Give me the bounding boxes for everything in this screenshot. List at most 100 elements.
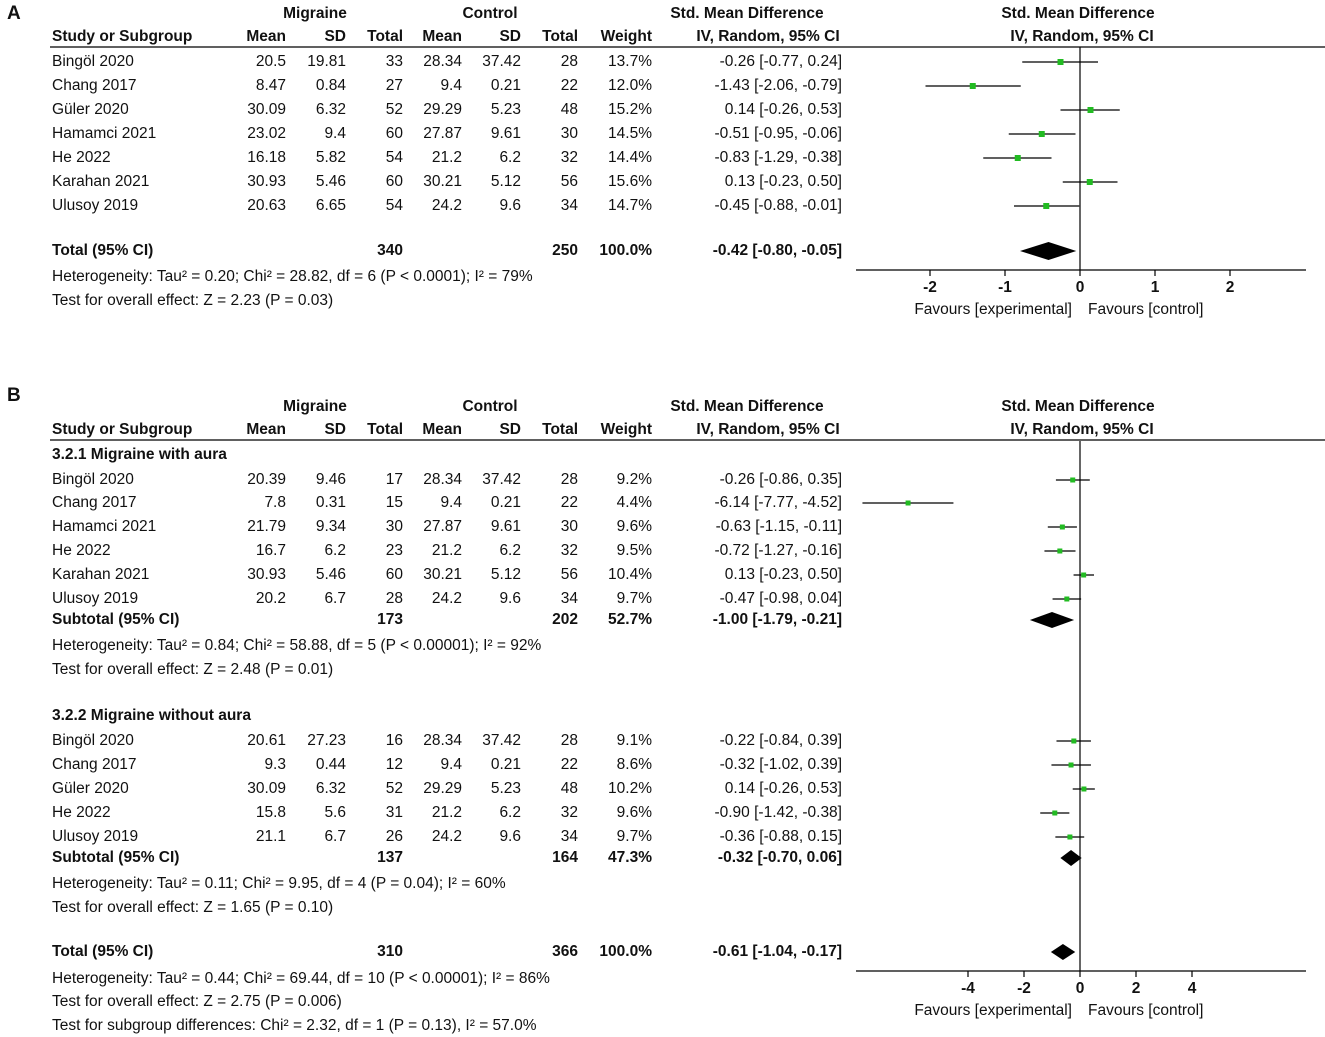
cell-mean-e: 15.8	[255, 804, 286, 821]
group-header-plot: Std. Mean Difference	[1001, 398, 1155, 415]
col-header-sd: SD	[499, 421, 521, 438]
cell-weight: 9.5%	[616, 542, 652, 559]
col-header-sd: SD	[324, 421, 346, 438]
col-header-plot-ci: IV, Random, 95% CI	[1010, 421, 1154, 438]
cell-total-e: 17	[385, 471, 403, 488]
x-axis-tick-label: -2	[923, 279, 937, 296]
study-name: Ulusoy 2019	[52, 197, 139, 214]
study-name: Hamamci 2021	[52, 125, 157, 142]
cell-total-c: 30	[560, 125, 578, 142]
cell-ci: 0.13 [-0.23, 0.50]	[724, 566, 842, 583]
group-header-plot: Std. Mean Difference	[1001, 5, 1155, 22]
x-axis-tick-label: 4	[1187, 980, 1197, 997]
overall-effect-text: Test for overall effect: Z = 2.23 (P = 0…	[52, 292, 334, 309]
point-estimate-marker	[1014, 155, 1021, 161]
cell-total-e: 28	[385, 590, 403, 607]
cell-sd-e: 0.31	[315, 494, 346, 511]
heterogeneity-text: Heterogeneity: Tau² = 0.84; Chi² = 58.88…	[52, 637, 542, 654]
cell-sd-c: 6.2	[499, 804, 521, 821]
cell-sd-c: 37.42	[482, 53, 521, 70]
cell-mean-e: 30.93	[247, 566, 286, 583]
cell-sd-e: 5.46	[315, 566, 346, 583]
favours-experimental-label: Favours [experimental]	[914, 301, 1072, 318]
cell-weight: 9.6%	[616, 518, 652, 535]
cell-total-c: 28	[560, 471, 578, 488]
cell-weight: 9.7%	[616, 590, 652, 607]
col-header-mean: Mean	[246, 28, 286, 45]
cell-total-e: 60	[385, 173, 403, 190]
point-estimate-marker	[1067, 834, 1073, 840]
cell-mean-c: 30.21	[423, 173, 462, 190]
cell-ci: -0.63 [-1.15, -0.11]	[715, 518, 842, 535]
cell-mean-c: 29.29	[423, 780, 462, 797]
cell-ci: -0.26 [-0.77, 0.24]	[719, 53, 842, 70]
summary-label: Total (95% CI)	[52, 242, 154, 259]
cell-sd-c: 9.6	[499, 828, 521, 845]
cell-ci: 0.14 [-0.26, 0.53]	[724, 101, 842, 118]
cell-total-e: 12	[385, 756, 403, 773]
x-axis-tick-label: -4	[961, 980, 975, 997]
cell-mean-c: 9.4	[440, 494, 462, 511]
cell-mean-c: 21.2	[431, 804, 462, 821]
cell-mean-c: 28.34	[423, 53, 462, 70]
cell-weight: 14.7%	[608, 197, 652, 214]
col-header-study: Study or Subgroup	[52, 28, 193, 45]
summary-total-experimental: 340	[377, 242, 403, 259]
cell-total-c: 30	[560, 518, 578, 535]
cell-weight: 9.1%	[616, 732, 652, 749]
cell-sd-c: 6.2	[499, 149, 521, 166]
cell-mean-e: 21.1	[255, 828, 286, 845]
summary-total-experimental: 173	[377, 611, 403, 628]
cell-mean-c: 24.2	[431, 828, 462, 845]
col-header-mean: Mean	[422, 421, 462, 438]
cell-total-c: 22	[560, 77, 578, 94]
cell-ci: -0.32 [-1.02, 0.39]	[719, 756, 842, 773]
cell-total-e: 60	[385, 566, 403, 583]
x-axis-tick-label: 0	[1075, 279, 1085, 296]
x-axis-tick-label: 2	[1131, 980, 1141, 997]
group-header-control: Control	[462, 398, 518, 415]
point-estimate-marker	[969, 83, 976, 89]
cell-weight: 8.6%	[616, 756, 652, 773]
study-name: He 2022	[52, 542, 111, 559]
cell-sd-e: 6.7	[324, 590, 346, 607]
cell-mean-e: 16.7	[255, 542, 286, 559]
cell-total-e: 15	[385, 494, 403, 511]
cell-total-c: 56	[560, 566, 578, 583]
cell-mean-c: 24.2	[431, 590, 462, 607]
cell-ci: -0.26 [-0.86, 0.35]	[719, 471, 842, 488]
cell-total-e: 54	[385, 197, 403, 214]
cell-total-e: 27	[385, 77, 403, 94]
cell-weight: 14.5%	[608, 125, 652, 142]
cell-sd-e: 19.81	[307, 53, 346, 70]
cell-total-c: 34	[560, 197, 578, 214]
point-estimate-marker	[1052, 810, 1058, 816]
cell-sd-c: 9.6	[499, 590, 521, 607]
subgroup-title: 3.2.1 Migraine with aura	[52, 446, 227, 463]
summary-total-control: 250	[552, 242, 578, 259]
cell-total-e: 23	[385, 542, 403, 559]
summary-total-control: 366	[552, 943, 578, 960]
subgroup-differences-text: Test for subgroup differences: Chi² = 2.…	[52, 1017, 537, 1034]
study-name: Ulusoy 2019	[52, 828, 139, 845]
cell-mean-e: 20.2	[255, 590, 286, 607]
study-name: Güler 2020	[52, 780, 129, 797]
cell-total-c: 48	[560, 780, 578, 797]
cell-mean-e: 20.39	[247, 471, 286, 488]
summary-weight: 47.3%	[608, 849, 652, 866]
cell-sd-e: 6.32	[315, 780, 346, 797]
point-estimate-marker	[1057, 548, 1063, 554]
cell-mean-e: 23.02	[247, 125, 286, 142]
cell-weight: 13.7%	[608, 53, 652, 70]
cell-ci: -0.51 [-0.95, -0.06]	[714, 125, 842, 142]
cell-total-c: 34	[560, 828, 578, 845]
cell-mean-e: 20.5	[255, 53, 286, 70]
cell-total-c: 28	[560, 732, 578, 749]
study-name: Karahan 2021	[52, 566, 150, 583]
cell-sd-c: 5.12	[490, 173, 521, 190]
cell-ci: -0.72 [-1.27, -0.16]	[714, 542, 842, 559]
col-header-total: Total	[542, 28, 578, 45]
cell-sd-e: 27.23	[307, 732, 346, 749]
study-name: Bingöl 2020	[52, 732, 134, 749]
summary-diamond	[1029, 612, 1075, 628]
